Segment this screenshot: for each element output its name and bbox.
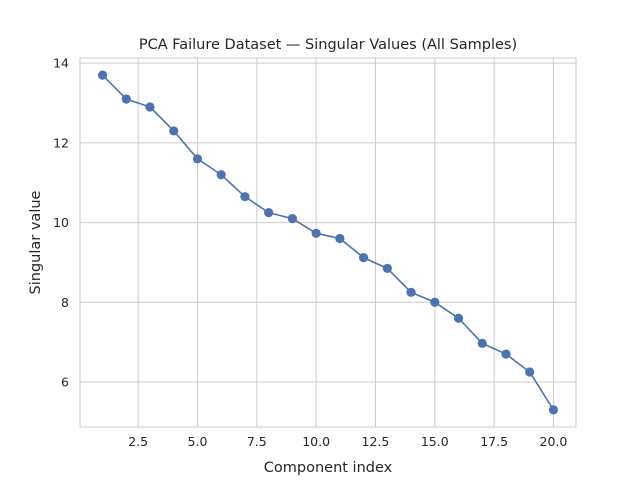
data-point (335, 233, 345, 244)
data-point (525, 367, 535, 377)
y-tick-label: 10 (53, 215, 69, 230)
chart-title: PCA Failure Dataset — Singular Values (A… (139, 37, 517, 53)
y-tick-label: 14 (53, 56, 69, 71)
grid (80, 58, 576, 427)
series-line (101, 74, 555, 411)
data-point (406, 287, 416, 297)
data-point (548, 405, 559, 415)
data-point (382, 263, 392, 274)
data-point (358, 253, 369, 263)
data-point (240, 192, 250, 202)
x-tick-label: 12.5 (362, 434, 390, 449)
data-point (216, 170, 226, 180)
data-points (97, 70, 559, 415)
y-axis-label: Singular value (28, 190, 44, 294)
data-point (501, 349, 511, 359)
y-tick-label: 8 (61, 295, 69, 310)
x-tick-label: 5.0 (188, 434, 208, 449)
data-point (169, 126, 179, 136)
y-tick-labels: 6 8 10 12 14 (53, 56, 69, 390)
x-tick-label: 7.5 (247, 434, 267, 449)
x-tick-label: 2.5 (128, 434, 148, 449)
data-point (430, 297, 440, 307)
data-point (121, 94, 131, 104)
plot-frame (79, 57, 577, 428)
y-tick-label: 6 (61, 374, 69, 389)
x-tick-label: 10.0 (302, 434, 330, 449)
y-tick-label: 12 (53, 135, 69, 150)
x-axis-label: Component index (264, 460, 393, 476)
x-tick-label: 15.0 (421, 434, 449, 449)
data-point (477, 338, 487, 348)
data-point (453, 313, 464, 323)
data-point (192, 154, 203, 164)
x-tick-labels: 2.5 5.0 7.5 10.0 12.5 15.0 17.5 20.0 (128, 434, 567, 449)
data-point (145, 102, 155, 112)
data-point (287, 213, 298, 224)
data-point (311, 228, 321, 238)
x-tick-label: 17.5 (480, 434, 508, 449)
data-point (264, 208, 274, 218)
x-tick-label: 20.0 (540, 434, 568, 449)
data-point (97, 70, 108, 80)
